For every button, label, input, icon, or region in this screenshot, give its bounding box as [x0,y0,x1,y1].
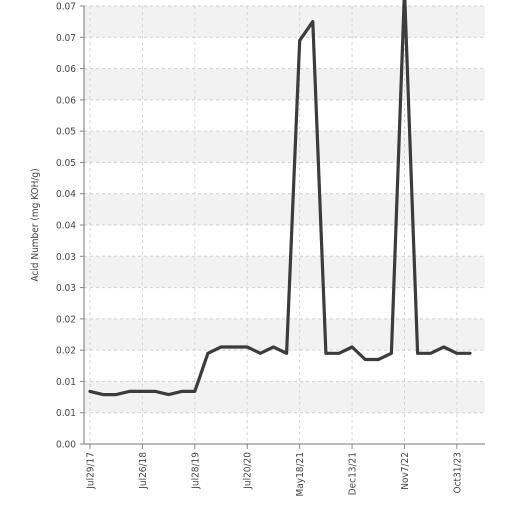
x-tick-label: May18/21 [295,452,306,497]
y-tick-label: 0.02 [56,314,76,325]
data-point [115,393,118,396]
data-point [390,352,393,355]
data-point [180,390,183,393]
y-tick-labels: 0.00 0.01 0.01 0.02 0.02 0.03 0.03 0.04 0.04 0.05… [56,2,76,451]
background-band [84,256,485,288]
data-point [206,352,210,355]
y-tick-label: 0.02 [56,346,76,357]
x-tick-label: Jul29/17 [86,452,97,490]
data-point [429,352,432,355]
data-point [337,352,341,355]
y-tick-label: 0.05 [56,158,76,169]
y-tick-label: 0.01 [56,408,76,419]
data-point [285,352,288,355]
y-tick-label: 0.01 [56,377,76,388]
data-point [259,352,262,355]
data-point [128,390,131,393]
background-band [84,131,485,163]
y-tick-label: 0.03 [56,283,76,294]
data-point [455,352,459,355]
background-band [84,68,485,100]
y-tick-label: 0.05 [56,127,76,138]
data-point [416,352,419,355]
data-point [324,352,328,355]
y-tick-label: 0.06 [56,64,76,75]
series-group [88,0,472,397]
background-band [84,193,485,225]
data-point [272,345,275,349]
y-tick-label: 0.00 [56,440,76,451]
y-tick-label: 0.03 [56,252,76,263]
x-tick-label: Nov7/22 [400,452,411,490]
background-band [84,6,485,38]
data-point [442,345,445,349]
data-point [88,390,92,393]
x-tick-label: Oct31/23 [452,452,463,493]
data-point [468,352,472,355]
data-point [101,393,105,396]
data-point [363,358,367,361]
gridlines [80,5,485,449]
data-point [298,39,301,42]
data-point [311,20,314,23]
data-point [232,345,236,349]
y-tick-label: 0.06 [56,95,76,106]
data-point [246,345,249,349]
data-point [141,390,144,393]
y-tick-label: 0.04 [56,189,76,200]
x-tick-label: Jul28/19 [190,452,201,490]
data-point [219,345,223,349]
axes [83,6,485,445]
series-line [88,0,472,397]
x-tick-labels: Jul29/17 Jul26/18 Jul28/19 Jul20/20 May18/21… [86,452,464,497]
data-point [154,390,157,393]
x-tick-label: Dec13/21 [348,452,359,495]
data-point [167,393,170,396]
data-point [377,358,380,361]
background-band [84,381,485,413]
x-tick-label: Jul26/18 [138,452,149,490]
y-tick-label: 0.07 [56,2,76,13]
data-point [350,345,354,349]
y-axis-label: Acid Number (mg KOH/g) [30,168,41,281]
data-point [193,390,197,393]
background-band [84,318,485,351]
y-tick-label: 0.04 [56,221,76,232]
x-tick-label: Jul20/20 [243,452,254,490]
background-bands [84,6,485,413]
y-tick-label: 0.07 [56,33,76,44]
